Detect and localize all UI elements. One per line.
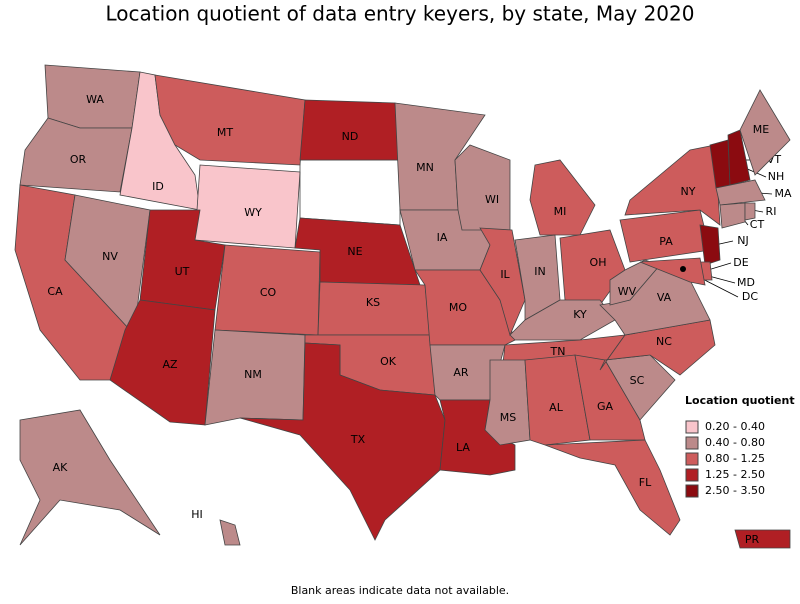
state-label: MA (774, 187, 791, 200)
state-label: AK (53, 461, 69, 474)
state-label: NY (681, 185, 696, 198)
state-label: HI (191, 508, 203, 521)
state-shape (727, 129, 751, 186)
state-label: NJ (737, 234, 748, 247)
state-label: IL (500, 268, 510, 281)
state-label: RI (766, 205, 777, 218)
state-label: OK (380, 355, 397, 368)
state-shape (529, 159, 596, 236)
state-label: NH (768, 170, 785, 183)
state-shape (454, 144, 511, 231)
state-label: NM (244, 368, 262, 381)
state-shape-no-data (299, 159, 401, 226)
state-shape (544, 439, 681, 536)
state-shape (109, 299, 216, 426)
state-shape (239, 342, 446, 541)
state-label: PR (745, 533, 760, 546)
state-label: DE (733, 256, 748, 269)
state-label: MD (737, 276, 755, 289)
legend-swatch (685, 436, 699, 450)
legend-label: 0.40 - 0.80 (705, 436, 765, 449)
state-shape (484, 359, 531, 446)
legend-swatch (685, 468, 699, 482)
footnote: Blank areas indicate data not available. (291, 584, 509, 597)
state-shape (739, 89, 791, 176)
state-label: FL (639, 476, 652, 489)
state-label: LA (456, 441, 470, 454)
state-label: SC (630, 374, 645, 387)
map-title: Location quotient of data entry keyers, … (106, 2, 695, 26)
state-shape (574, 354, 646, 441)
state-label: VA (657, 291, 672, 304)
state-label: DC (742, 290, 758, 303)
legend-swatch (685, 452, 699, 466)
state-label: NV (102, 250, 118, 263)
state-shape (479, 227, 526, 337)
state-label: MI (554, 205, 567, 218)
state-label: ND (342, 130, 359, 143)
state-label: GA (597, 400, 614, 413)
legend-label: 2.50 - 3.50 (705, 484, 765, 497)
state-label: ME (753, 123, 769, 136)
state-label: OH (590, 256, 607, 269)
state-label: MT (217, 126, 233, 139)
legend-title: Location quotient (685, 394, 795, 407)
legend-label: 0.20 - 0.40 (705, 420, 765, 433)
state-shape (219, 519, 241, 546)
state-label: TN (550, 345, 566, 358)
state-label: AR (453, 366, 469, 379)
legend-swatch (685, 484, 699, 498)
state-label: MN (416, 161, 434, 174)
legend-label: 1.25 - 2.50 (705, 468, 765, 481)
state-label: AL (549, 401, 564, 414)
state-label: TX (350, 433, 366, 446)
state-shape (734, 529, 791, 549)
state-label: CA (47, 285, 63, 298)
state-label: CT (750, 218, 765, 231)
state-label: MO (449, 301, 467, 314)
state-shape (19, 117, 133, 193)
legend-label: 0.80 - 1.25 (705, 452, 765, 465)
state-label: CO (260, 286, 277, 299)
state-label: NE (347, 245, 362, 258)
state-shape (19, 409, 161, 546)
state-label: UT (175, 265, 190, 278)
state-label: WY (244, 206, 262, 219)
state-shape (715, 179, 766, 206)
state-label: WI (485, 193, 499, 206)
state-label: IN (534, 265, 545, 278)
state-dot (680, 266, 686, 272)
state-label: PA (659, 235, 673, 248)
state-label: KY (573, 308, 587, 321)
state-label: WV (618, 285, 637, 298)
state-label: AZ (162, 358, 178, 371)
state-label: MS (500, 411, 516, 424)
state-shape (524, 354, 591, 446)
state-shape (639, 257, 706, 286)
state-label: OR (70, 153, 87, 166)
state-label: NC (656, 335, 672, 348)
state-label: IA (437, 231, 448, 244)
state-shape (719, 202, 746, 229)
state-shape (744, 202, 756, 221)
legend-swatch (685, 420, 699, 434)
state-label: KS (366, 296, 380, 309)
state-label: ID (152, 180, 164, 193)
state-shape (699, 224, 721, 266)
state-shape (624, 144, 721, 226)
state-label: WA (86, 93, 104, 106)
